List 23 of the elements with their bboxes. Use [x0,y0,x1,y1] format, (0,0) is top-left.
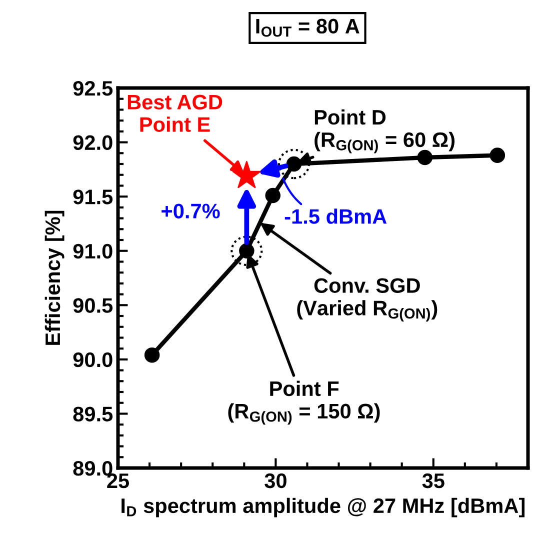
annotation: +0.7% [162,204,220,218]
annotation: Point D (R$_{G(ON)}$ = 60 Ω) [314,109,455,154]
x-tick-label: 35 [422,473,444,488]
x-tick-label: 30 [264,473,286,488]
y-tick-label: 92.0 [73,135,112,150]
point [265,188,280,204]
annotation: Point F (R$_{G(ON)}$ = 150 Ω) [228,380,380,425]
annotation: Best AGD Point E [128,94,222,132]
point [490,148,506,163]
point [144,347,160,363]
x-axis-title: I$_{D}$ spectrum amplitude @ 27 MHz [dBmA] [122,498,524,518]
point [417,150,433,166]
y-tick-label: 89.5 [73,406,113,422]
chart-title: I$_{OUT}$ = 80 A [256,18,360,37]
y-tick-label: 90.5 [73,298,113,313]
y-tick-label: 90.0 [73,352,112,368]
annotation: Conv. SGD (Varied R$_{G(ON)}$) [297,278,438,322]
y-tick-label: 92.5 [73,81,113,96]
y-axis-title: Efficiency [%] [44,210,64,345]
point [232,161,261,188]
annotation: -1.5 dBmA [284,208,387,224]
y-tick-label: 91.0 [73,244,112,259]
y-tick-label: 91.5 [73,190,113,204]
